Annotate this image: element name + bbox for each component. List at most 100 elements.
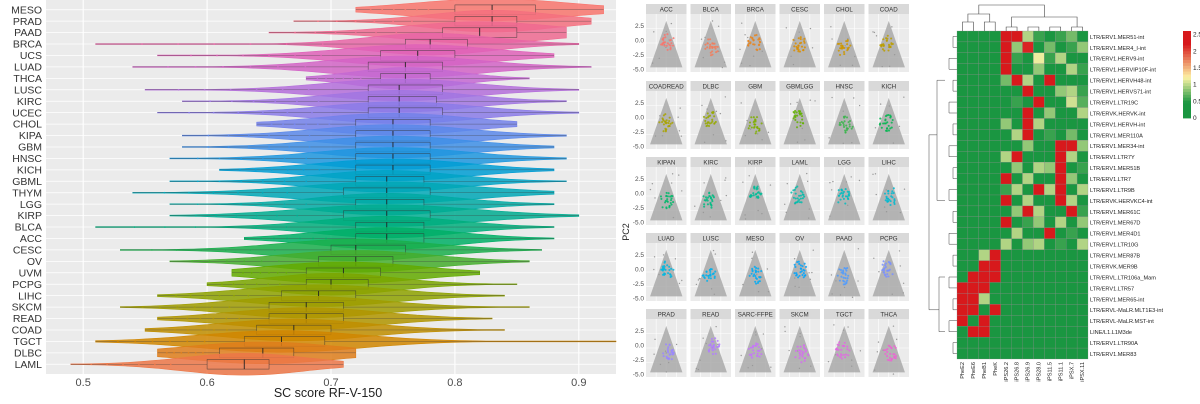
pca-y-tick-label: 2.5 xyxy=(635,100,644,107)
heatmap-cell xyxy=(1022,260,1034,272)
pca-sample-point xyxy=(801,197,804,200)
pca-sample-point xyxy=(844,129,847,132)
pca-facet-strip xyxy=(690,157,731,167)
pca-sample-point xyxy=(837,194,840,197)
pca-background-point xyxy=(725,194,728,197)
pca-facet-strip xyxy=(779,157,820,167)
violin-luad xyxy=(132,55,592,79)
violin-outlier-point xyxy=(286,237,288,240)
violin-outlier-point xyxy=(166,352,168,354)
pca-background-point xyxy=(792,63,795,66)
violin-outlier-point xyxy=(307,88,310,91)
violin-outlier-point xyxy=(250,271,253,274)
heatmap-legend-swatch xyxy=(1183,68,1191,72)
pca-background-point xyxy=(814,100,816,102)
heatmap-cell xyxy=(1055,173,1067,185)
violin-outlier-point xyxy=(226,260,228,263)
violin-outlier-point xyxy=(188,111,190,114)
pca-facet-prad: PRAD xyxy=(646,309,687,377)
heatmap-cell xyxy=(1022,337,1034,349)
pca-y-tick-label: 2.5 xyxy=(635,328,644,335)
heatmap-cell xyxy=(956,118,969,130)
heatmap-cell xyxy=(978,347,990,360)
heatmap-cell xyxy=(978,41,990,53)
pca-facet-blca: BLCA xyxy=(690,4,731,72)
heatmap-cell xyxy=(1022,140,1034,152)
pca-background-point xyxy=(858,104,861,107)
pca-background-point xyxy=(667,361,670,364)
violin-outlier-point xyxy=(288,146,291,148)
pca-background-point xyxy=(873,31,876,34)
pca-sample-point xyxy=(798,42,802,45)
heatmap-cell xyxy=(1044,282,1056,294)
heatmap-cell xyxy=(1055,304,1067,316)
heatmap-cell xyxy=(978,194,990,207)
heatmap-legend-swatch xyxy=(1183,103,1191,107)
pca-sample-point xyxy=(797,110,800,113)
heatmap-cell xyxy=(1055,140,1067,152)
violin-outlier-point xyxy=(252,100,255,103)
heatmap-cell xyxy=(956,293,969,305)
heatmap-legend-swatch xyxy=(1183,94,1191,99)
pca-sample-point xyxy=(799,190,803,193)
heatmap-cell xyxy=(1033,326,1045,338)
pca-sample-point xyxy=(885,262,888,265)
pca-facet-title: CHOL xyxy=(836,6,854,13)
violin-outlier-point xyxy=(270,169,273,171)
violin-outlier-point xyxy=(302,169,305,171)
heatmap-cell xyxy=(1055,41,1067,53)
heatmap-cell xyxy=(1022,249,1034,261)
pca-sample-point xyxy=(888,356,892,359)
pca-sample-point xyxy=(670,194,673,198)
pca-background-point xyxy=(839,64,841,66)
heatmap-cell xyxy=(1033,249,1045,261)
heatmap-column-label: iPSX.11 xyxy=(1080,362,1086,382)
pca-background-point xyxy=(715,110,718,113)
pca-background-point xyxy=(767,290,770,293)
pca-sample-point xyxy=(842,353,845,356)
pca-sample-point xyxy=(672,201,675,204)
heatmap-cell xyxy=(1076,140,1089,152)
heatmap-cell xyxy=(1033,183,1045,196)
pca-sample-point xyxy=(889,203,892,207)
pca-sample-point xyxy=(792,196,795,199)
pca-sample-point xyxy=(711,194,714,197)
pca-sample-point xyxy=(757,267,760,270)
pca-background-point xyxy=(811,47,814,49)
pca-facet-strip xyxy=(779,233,820,243)
violin-outlier-point xyxy=(354,20,357,22)
pca-sample-point xyxy=(843,356,847,359)
pca-sample-point xyxy=(845,124,848,127)
pca-sample-point xyxy=(846,195,849,198)
pca-background-point xyxy=(665,46,667,49)
heatmap-cell xyxy=(1000,85,1012,97)
pca-background-point xyxy=(746,119,748,122)
pca-background-cloud xyxy=(872,173,905,221)
pca-sample-point xyxy=(709,51,712,54)
pca-background-point xyxy=(851,359,853,361)
pca-background-point xyxy=(839,294,842,296)
pca-sample-point xyxy=(663,44,666,47)
pca-facet-title: LGG xyxy=(838,159,851,166)
heatmap-cell xyxy=(1066,326,1078,338)
pca-sample-point xyxy=(839,353,843,356)
pca-background-point xyxy=(741,22,743,24)
violin-outlier-point xyxy=(239,169,241,171)
pca-background-point xyxy=(704,36,706,39)
pca-background-point xyxy=(785,211,787,214)
pca-sample-point xyxy=(756,49,759,52)
heatmap-cell xyxy=(1066,96,1078,108)
pca-sample-point xyxy=(798,194,801,197)
pca-facet-strip xyxy=(779,4,820,14)
pca-sample-point xyxy=(747,127,750,130)
violin-outlier-point xyxy=(294,31,296,34)
pca-sample-point xyxy=(793,272,796,275)
heatmap-legend-swatch xyxy=(1183,31,1191,35)
heatmap-cell xyxy=(956,173,969,185)
heatmap-cell xyxy=(1066,347,1078,360)
pca-sample-point xyxy=(705,116,708,120)
heatmap-legend-swatch xyxy=(1183,77,1191,81)
pca-sample-point xyxy=(844,202,847,205)
pca-sample-point xyxy=(667,125,670,128)
heatmap-cell xyxy=(1033,129,1045,141)
